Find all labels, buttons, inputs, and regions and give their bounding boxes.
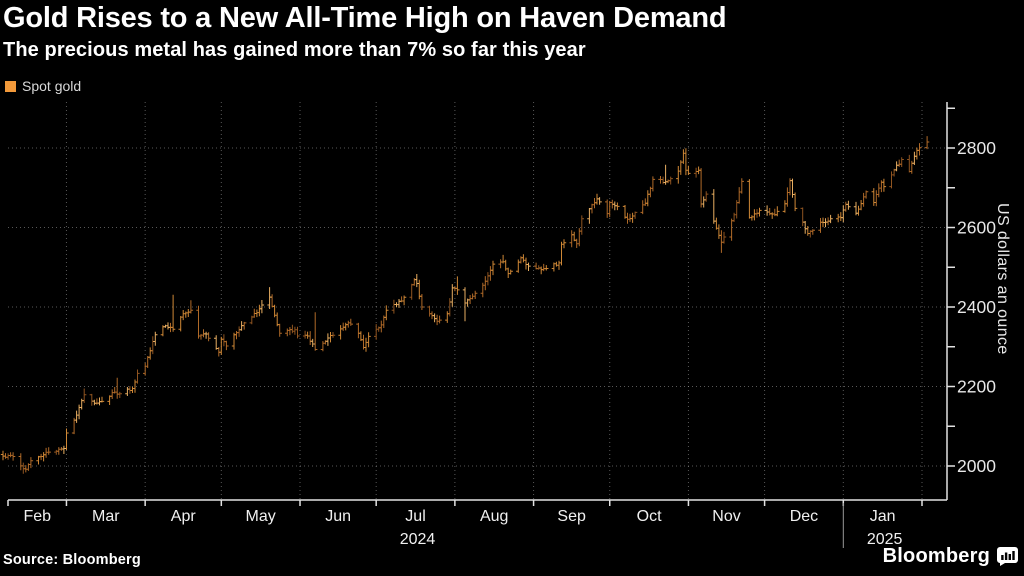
- month-tick-label: Sep: [557, 508, 586, 525]
- month-tick-label: Apr: [171, 508, 197, 525]
- month-tick-label: Jun: [325, 508, 351, 525]
- month-tick-label: Aug: [480, 508, 508, 525]
- month-tick-label: Jan: [870, 508, 896, 525]
- bloomberg-logo: Bloomberg: [883, 545, 1018, 568]
- year-label: 2025: [867, 531, 903, 548]
- y-axis-title: US dollars an ounce: [994, 203, 1011, 355]
- legend-label: Spot gold: [22, 78, 82, 94]
- month-tick-label: May: [246, 508, 276, 525]
- month-tick-label: Nov: [712, 508, 740, 525]
- page-title: Gold Rises to a New All-Time High on Hav…: [3, 2, 727, 34]
- price-tick-label: 2600: [957, 218, 996, 238]
- ohlc-bars: [0, 147, 920, 465]
- bloomberg-wordmark: Bloomberg: [882, 545, 990, 567]
- month-tick-label: Mar: [92, 508, 120, 525]
- ohlc-bars: [61, 151, 917, 454]
- month-tick-label: Dec: [790, 508, 818, 525]
- price-tick-label: 2800: [957, 138, 996, 158]
- page-subtitle: The precious metal has gained more than …: [3, 39, 586, 61]
- month-tick-label: Feb: [23, 508, 51, 525]
- ohlc-bars: [5, 154, 912, 474]
- legend-swatch: [5, 80, 16, 92]
- month-tick-label: Jul: [405, 508, 425, 525]
- price-tick-label: 2000: [957, 456, 996, 476]
- price-tick-label: 2400: [957, 297, 996, 317]
- year-label: 2024: [400, 531, 436, 548]
- month-tick-label: Oct: [637, 508, 662, 525]
- ohlc-bars: [3, 136, 930, 473]
- legend: Spot gold: [5, 78, 81, 94]
- price-tick-label: 2200: [957, 377, 996, 397]
- source-label: Source: Bloomberg: [3, 552, 141, 568]
- bloomberg-terminal-icon: [997, 547, 1018, 566]
